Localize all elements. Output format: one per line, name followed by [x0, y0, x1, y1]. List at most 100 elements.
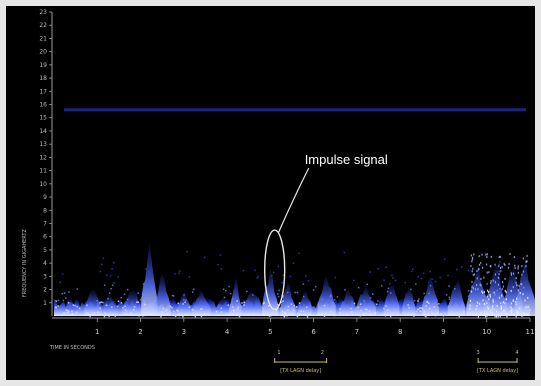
- signal-speck-dense: [485, 315, 487, 318]
- signal-speck-dense: [489, 265, 491, 268]
- signal-speck-dense: [476, 301, 479, 304]
- signal-speck: [174, 273, 176, 275]
- signal-speck: [424, 315, 426, 317]
- signal-speck: [225, 290, 227, 292]
- signal-speck: [236, 300, 238, 302]
- signal-speck: [332, 314, 335, 317]
- signal-speck-dense: [478, 302, 481, 305]
- signal-speck: [107, 297, 109, 300]
- signal-speck: [368, 310, 371, 312]
- signal-speck: [344, 289, 346, 291]
- signal-speck: [277, 265, 280, 268]
- signal-speck: [139, 298, 142, 301]
- signal-speck-dense: [475, 308, 477, 311]
- signal-speck: [275, 309, 278, 311]
- signal-speck-dense: [485, 253, 487, 256]
- signal-speck: [296, 291, 299, 294]
- signal-speck: [419, 307, 421, 309]
- signal-speck: [394, 279, 397, 282]
- signal-speck: [489, 309, 492, 312]
- signal-speck: [387, 309, 389, 311]
- signal-speck: [61, 314, 63, 317]
- signal-speck: [292, 309, 295, 311]
- signal-speck: [436, 299, 438, 302]
- signal-speck: [417, 300, 419, 302]
- signal-speck: [377, 300, 379, 302]
- signal-speck: [277, 295, 280, 298]
- signal-speck: [422, 308, 424, 310]
- signal-speck: [131, 314, 133, 317]
- signal-speck: [200, 315, 203, 318]
- signal-speck: [282, 296, 284, 298]
- signal-speck: [122, 306, 124, 309]
- y-tick-label: 11: [39, 168, 47, 175]
- signal-speck: [391, 274, 393, 277]
- x-tick-label: 3: [182, 328, 186, 336]
- signal-speck: [276, 293, 279, 295]
- signal-speck: [428, 307, 431, 310]
- signal-speck: [252, 294, 254, 296]
- signal-speck: [283, 311, 286, 314]
- signal-speck: [383, 279, 385, 282]
- signal-speck-dense: [483, 291, 485, 294]
- signal-speck-dense: [523, 312, 525, 315]
- signal-speck: [517, 314, 520, 316]
- signal-speck: [472, 313, 474, 316]
- signal-speck: [408, 307, 410, 309]
- signal-speck-dense: [510, 289, 512, 292]
- signal-speck: [334, 314, 336, 317]
- signal-speck-dense: [486, 271, 488, 274]
- signal-speck: [296, 315, 299, 318]
- signal-speck-dense: [526, 313, 529, 316]
- signal-speck: [191, 309, 194, 311]
- signal-speck: [411, 270, 413, 273]
- signal-speck-dense: [496, 305, 498, 308]
- signal-speck-dense: [474, 288, 477, 291]
- signal-speck: [429, 284, 432, 287]
- signal-speck-dense: [471, 260, 473, 263]
- signal-speck: [236, 308, 239, 311]
- signal-speck: [106, 274, 108, 277]
- signal-speck: [65, 297, 67, 299]
- signal-speck: [161, 311, 163, 313]
- signal-speck: [145, 268, 147, 270]
- signal-speck: [519, 296, 522, 299]
- spectral-spike: [191, 289, 211, 316]
- signal-speck-dense: [498, 273, 500, 276]
- signal-speck: [392, 277, 394, 279]
- signal-speck-dense: [473, 253, 475, 256]
- signal-speck: [330, 294, 332, 297]
- signal-speck: [343, 251, 346, 254]
- signal-speck: [346, 313, 349, 316]
- signal-speck: [86, 312, 89, 314]
- signal-speck: [146, 313, 148, 316]
- x-tick-label: 2: [138, 328, 142, 336]
- signal-speck-dense: [521, 273, 523, 276]
- signal-speck: [325, 312, 327, 315]
- y-tick-label: 22: [39, 22, 47, 29]
- signal-speck-dense: [499, 255, 501, 258]
- signal-speck: [415, 283, 417, 285]
- signal-speck: [286, 314, 289, 317]
- signal-speck-dense: [486, 263, 488, 266]
- x-tick-label: 7: [355, 328, 359, 336]
- signal-speck-dense: [480, 277, 482, 280]
- signal-speck-dense: [504, 289, 506, 292]
- signal-speck-dense: [489, 293, 491, 296]
- signal-speck: [389, 315, 392, 318]
- y-tick-label: 15: [39, 115, 47, 122]
- signal-speck-dense: [500, 307, 502, 310]
- spectral-spike: [153, 273, 171, 316]
- x-axis-label: TIME IN SECONDS: [49, 345, 95, 351]
- signal-speck: [111, 284, 114, 287]
- signal-speck: [188, 306, 191, 308]
- signal-speck-dense: [522, 257, 524, 260]
- signal-speck-dense: [492, 300, 494, 303]
- signal-speck-dense: [477, 288, 479, 291]
- signal-speck-dense: [511, 308, 513, 311]
- signal-speck: [385, 266, 387, 268]
- signal-speck-dense: [498, 256, 500, 259]
- signal-speck: [203, 256, 206, 259]
- signal-speck: [350, 307, 352, 310]
- signal-speck: [254, 269, 256, 272]
